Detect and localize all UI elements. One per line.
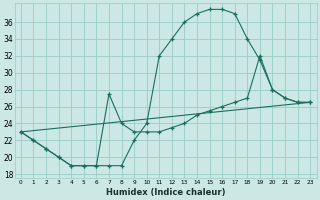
X-axis label: Humidex (Indice chaleur): Humidex (Indice chaleur) (106, 188, 225, 197)
